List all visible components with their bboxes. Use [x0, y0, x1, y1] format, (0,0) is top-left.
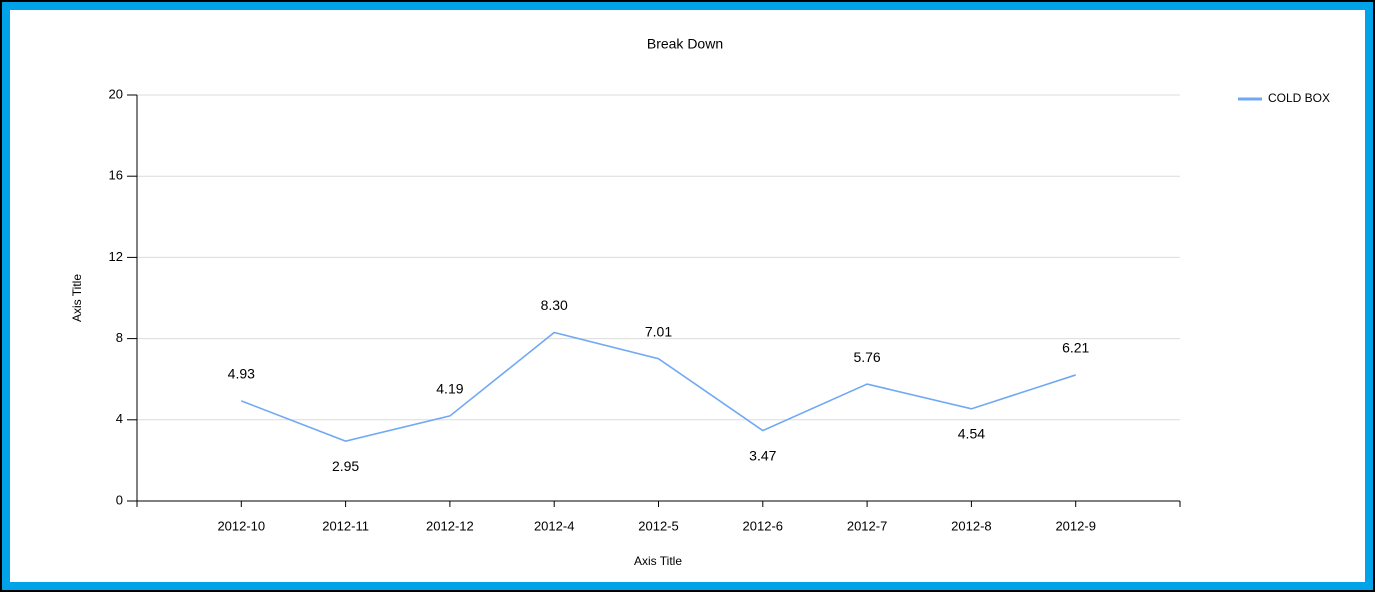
x-tick-label: 2012-7 — [847, 518, 887, 533]
legend-label: COLD BOX — [1268, 91, 1330, 105]
x-tick-label: 2012-5 — [638, 518, 678, 533]
data-label: 4.93 — [228, 366, 255, 382]
y-tick-label: 16 — [109, 168, 123, 183]
y-tick-label: 0 — [116, 492, 123, 507]
y-tick-label: 4 — [116, 411, 123, 426]
x-tick-label: 2012-10 — [217, 518, 265, 533]
data-label: 6.21 — [1062, 340, 1089, 356]
x-tick-label: 2012-6 — [743, 518, 783, 533]
frame-inner — [10, 10, 1365, 582]
y-tick-label: 12 — [109, 249, 123, 264]
data-label: 3.47 — [749, 447, 776, 463]
x-tick-label: 2012-11 — [322, 518, 369, 533]
chart-title: Break Down — [647, 36, 723, 52]
data-label: 7.01 — [645, 323, 672, 339]
x-tick-label: 2012-9 — [1055, 518, 1095, 533]
data-label: 4.54 — [958, 426, 985, 442]
data-label: 4.19 — [436, 381, 463, 397]
x-axis-title: Axis Title — [634, 554, 682, 568]
y-tick-label: 8 — [116, 330, 123, 345]
data-label: 8.30 — [541, 297, 568, 313]
x-tick-label: 2012-12 — [426, 518, 474, 533]
x-tick-label: 2012-8 — [951, 518, 991, 533]
y-axis-title: Axis Title — [70, 274, 84, 322]
x-tick-label: 2012-4 — [534, 518, 574, 533]
data-label: 2.95 — [332, 458, 359, 474]
line — [241, 331, 1076, 442]
data-label: 5.76 — [853, 349, 880, 365]
y-tick-label: 20 — [109, 86, 123, 101]
